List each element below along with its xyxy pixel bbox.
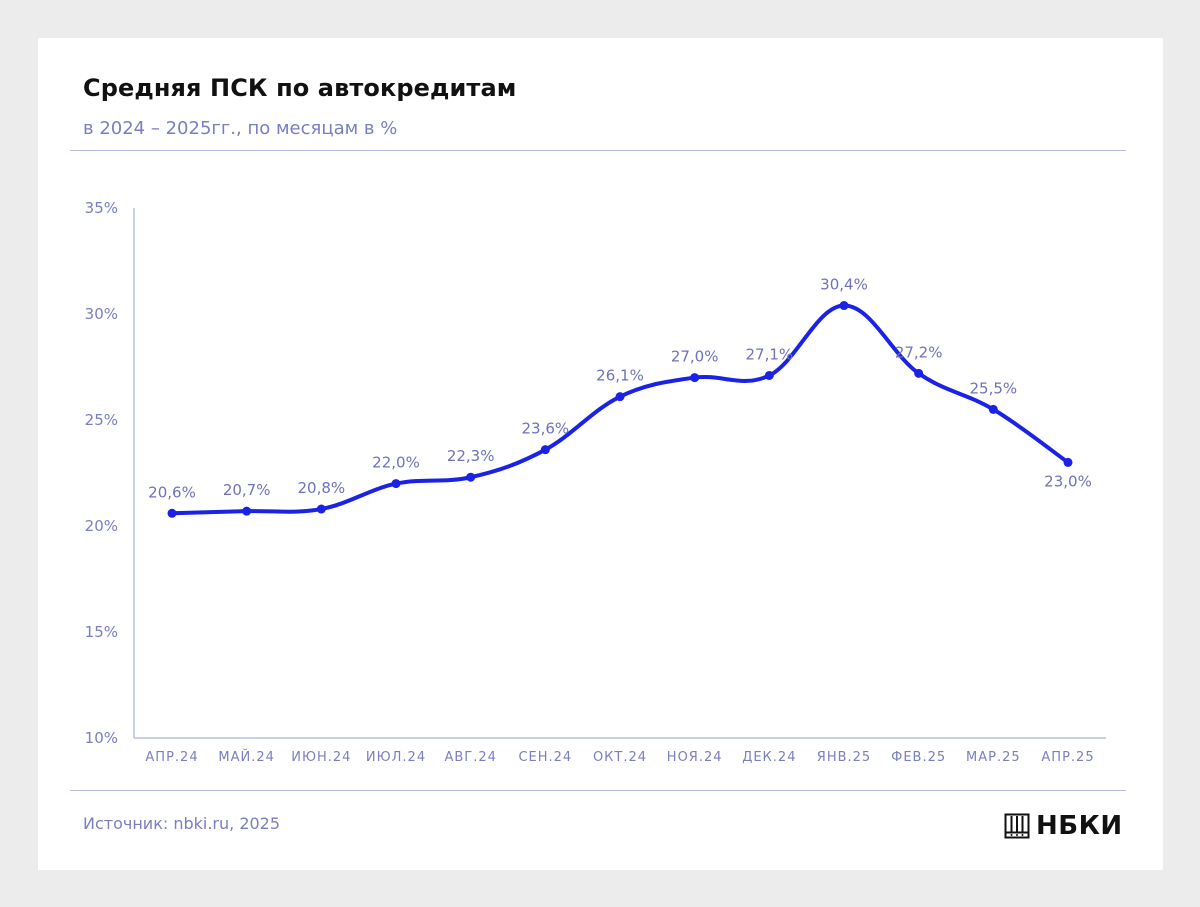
nbki-logo: НБКИ [1004, 810, 1123, 842]
chart-card: Средняя ПСК по автокредитам в 2024 – 202… [38, 38, 1163, 870]
x-tick-label: ДЕК.24 [742, 750, 796, 765]
x-tick-label: СЕН.24 [518, 750, 572, 765]
x-tick-label: АПР.24 [145, 750, 198, 765]
x-tick-label: МАЙ.24 [218, 749, 275, 765]
data-point [466, 472, 476, 482]
data-point [988, 404, 998, 414]
nbki-building-icon [1004, 813, 1030, 839]
y-tick-label: 30% [85, 305, 118, 323]
data-labels: 20,6% 20,7% 20,8% 22,0% 22,3% 23,6% 26,1% 27,0%… [148, 276, 1092, 502]
y-tick-labels: 10% 15% 20% 25% 30% 35% [85, 199, 118, 747]
x-tick-label: АПР.25 [1041, 750, 1094, 765]
data-point [764, 370, 774, 380]
data-label: 20,7% [223, 481, 271, 499]
data-point [167, 508, 177, 518]
header-divider [70, 150, 1126, 151]
x-tick-label: МАР.25 [966, 750, 1021, 765]
x-tick-label: АВГ.24 [444, 750, 496, 765]
logo-text: НБКИ [1036, 811, 1123, 841]
y-tick-label: 10% [85, 729, 118, 747]
data-point [615, 392, 625, 402]
chart-title: Средняя ПСК по автокредитам [83, 74, 517, 102]
x-tick-label: ОКТ.24 [593, 750, 647, 765]
data-points [167, 301, 1073, 518]
y-tick-label: 15% [85, 623, 118, 641]
x-tick-label: ИЮЛ.24 [366, 750, 426, 765]
x-tick-label: ФЕВ.25 [891, 750, 946, 765]
x-tick-label: ИЮН.24 [291, 750, 351, 765]
chart-subtitle: в 2024 – 2025гг., по месяцам в % [83, 118, 398, 139]
data-label: 22,0% [372, 454, 420, 472]
data-label: 23,6% [522, 420, 570, 438]
y-tick-label: 25% [85, 411, 118, 429]
data-point [391, 479, 401, 489]
data-label: 27,0% [671, 348, 719, 366]
x-tick-label: НОЯ.24 [667, 750, 723, 765]
line-chart: 10% 15% 20% 25% 30% 35% АПР.24 МАЙ.24 ИЮН.24 ИЮЛ… [85, 199, 1106, 765]
data-label: 20,8% [298, 479, 346, 497]
x-tick-label: ЯНВ.25 [817, 750, 871, 765]
data-label: 23,0% [1044, 472, 1092, 490]
data-point [242, 506, 252, 516]
data-point [316, 504, 326, 514]
data-label: 26,1% [596, 367, 644, 385]
source-note: Источник: nbki.ru, 2025 [83, 814, 281, 833]
data-point [839, 301, 849, 311]
data-point [540, 445, 550, 455]
data-point [914, 368, 924, 378]
data-label: 22,3% [447, 447, 495, 465]
data-label: 27,1% [746, 345, 794, 363]
data-label: 25,5% [970, 379, 1018, 397]
footer-divider [70, 790, 1126, 791]
x-tick-labels: АПР.24 МАЙ.24 ИЮН.24 ИЮЛ.24 АВГ.24 СЕН.24 ОКТ.… [145, 749, 1094, 765]
data-label: 20,6% [148, 483, 196, 501]
data-point [690, 373, 700, 383]
y-tick-label: 20% [85, 517, 118, 535]
y-tick-label: 35% [85, 199, 118, 217]
data-label: 27,2% [895, 343, 943, 361]
data-point [1063, 457, 1073, 467]
data-label: 30,4% [820, 276, 868, 294]
